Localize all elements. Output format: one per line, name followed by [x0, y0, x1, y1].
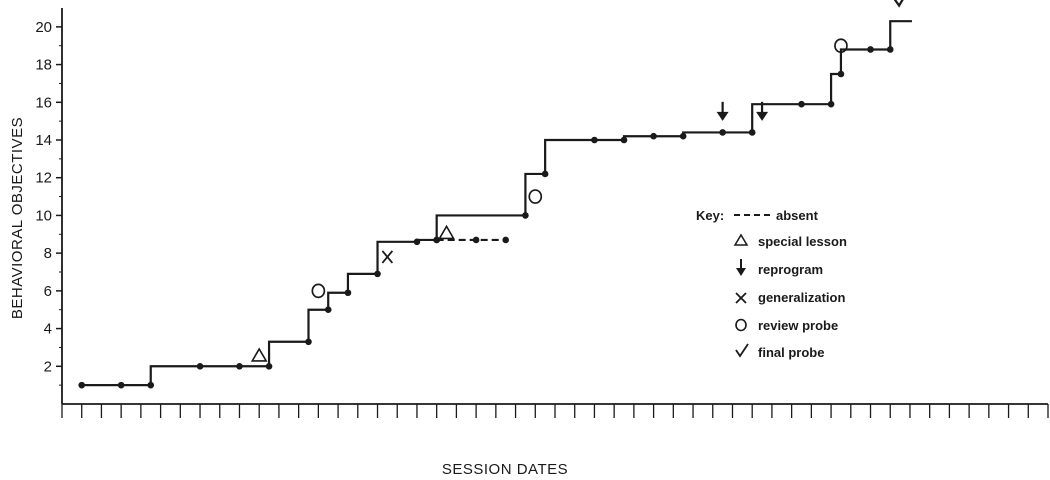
legend-label-special-lesson: special lesson — [758, 234, 847, 249]
data-point — [196, 362, 204, 370]
data-point — [344, 289, 352, 297]
data-point — [78, 381, 86, 389]
legend-x-icon — [735, 292, 747, 304]
data-point — [886, 46, 894, 53]
objectives-series-line — [81, 20, 912, 387]
reprogram-marker-head — [756, 111, 769, 121]
data-point — [679, 132, 687, 140]
special-lesson-marker — [250, 347, 268, 362]
legend-triangle-icon — [733, 233, 749, 246]
legend-check-icon — [735, 343, 749, 358]
y-tick-label: 12 — [35, 170, 52, 187]
data-point — [236, 362, 243, 370]
review-probe-marker — [311, 283, 326, 299]
final-probe-marker — [893, 0, 904, 8]
legend-label-review-probe: review probe — [758, 318, 838, 333]
y-tick-label: 14 — [35, 132, 52, 149]
data-point — [867, 46, 874, 53]
chart-annotations — [250, 0, 904, 362]
data-point — [798, 100, 805, 108]
data-point — [472, 236, 480, 244]
data-point — [147, 381, 155, 389]
chart-axes — [61, 8, 1048, 405]
data-point — [591, 136, 598, 144]
y-tick-label: 16 — [35, 94, 52, 111]
y-tick-label: 8 — [44, 245, 52, 262]
y-axis-ticks: 2 4 6 8 10 12 14 16 18 20 — [35, 19, 62, 386]
data-point — [541, 170, 549, 178]
generalization-marker — [381, 250, 394, 264]
data-point — [305, 338, 312, 346]
legend-down-arrow-icon — [736, 259, 746, 276]
data-point — [827, 100, 835, 108]
data-point — [502, 236, 510, 244]
data-points — [78, 46, 894, 389]
review-probe-marker — [834, 38, 848, 54]
y-tick-label: 6 — [44, 283, 52, 300]
legend-title: Key: — [696, 208, 724, 223]
legend-label-absent: absent — [776, 208, 819, 223]
legend-label-reprogram: reprogram — [758, 262, 823, 277]
data-point — [413, 238, 421, 246]
review-probe-marker — [528, 189, 543, 204]
y-tick-label: 4 — [44, 321, 52, 338]
data-point — [620, 136, 628, 144]
reprogram-marker-head — [716, 111, 729, 121]
legend-circle-icon — [735, 318, 747, 332]
data-point — [374, 270, 381, 278]
data-point — [837, 70, 845, 78]
data-point — [650, 132, 657, 140]
y-axis-title: BEHAVIORAL OBJECTIVES — [9, 117, 26, 319]
legend: Key: absent special lesson reprogram gen… — [696, 208, 847, 360]
data-point — [265, 362, 273, 370]
y-tick-label: 20 — [35, 19, 52, 36]
x-axis-title: SESSION DATES — [442, 461, 568, 478]
legend-label-final-probe: final probe — [758, 345, 824, 360]
special-lesson-marker — [438, 224, 455, 240]
data-point — [324, 306, 332, 314]
data-point — [748, 129, 756, 136]
legend-label-generalization: generalization — [758, 290, 845, 305]
y-tick-label: 2 — [44, 358, 52, 375]
data-point — [522, 212, 529, 219]
data-point — [433, 236, 440, 244]
y-tick-label: 18 — [35, 57, 52, 74]
data-point — [719, 129, 726, 136]
data-point — [117, 381, 125, 389]
y-tick-label: 10 — [35, 207, 52, 224]
x-axis-ticks — [61, 404, 1049, 418]
